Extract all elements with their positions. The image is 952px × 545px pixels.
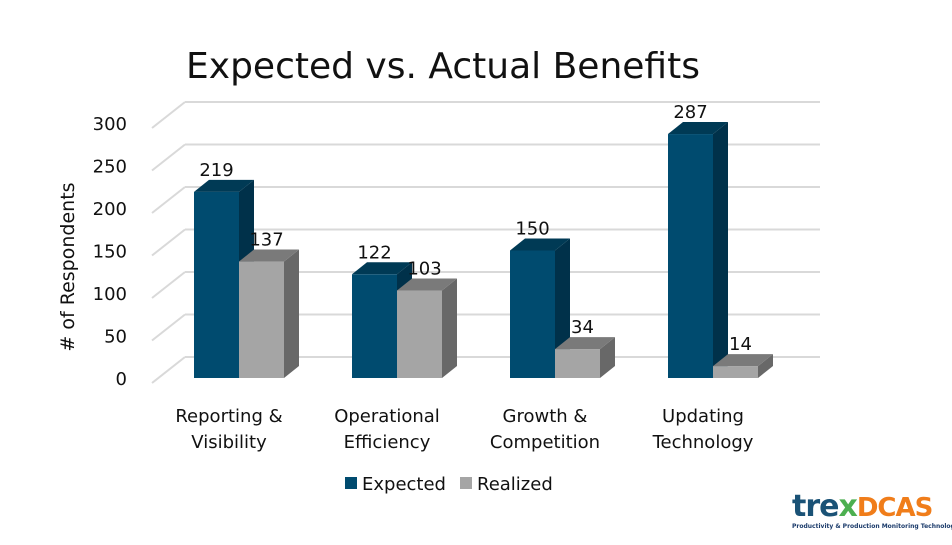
x-tick-label: Reporting & bbox=[175, 406, 282, 427]
x-tick-label: Efficiency bbox=[344, 432, 431, 453]
bar-top bbox=[555, 337, 615, 350]
bar-expected bbox=[510, 250, 555, 378]
x-tick-label: Technology bbox=[652, 432, 754, 453]
legend-label: Realized bbox=[477, 474, 553, 495]
bar-side bbox=[600, 337, 615, 378]
bar-side bbox=[442, 278, 457, 378]
data-label: 287 bbox=[673, 102, 707, 123]
y-tick-label: 300 bbox=[93, 114, 127, 135]
bar-top bbox=[510, 238, 570, 251]
bar-side bbox=[284, 249, 299, 378]
y-tick-label: 250 bbox=[93, 157, 127, 178]
bar-realized bbox=[555, 349, 600, 378]
logo-tagline: Productivity & Production Monitoring Tec… bbox=[792, 523, 952, 530]
x-tick-label: Updating bbox=[662, 406, 744, 427]
bar-top bbox=[352, 262, 412, 275]
data-label: 103 bbox=[407, 258, 441, 279]
y-tick-label: 100 bbox=[93, 284, 127, 305]
y-tick-label: 0 bbox=[116, 369, 127, 390]
legend-swatch bbox=[345, 477, 357, 489]
data-label: 34 bbox=[571, 317, 594, 338]
gridline-side bbox=[151, 228, 186, 257]
bar-top bbox=[397, 278, 457, 291]
y-tick-label: 50 bbox=[104, 327, 127, 348]
bar-side bbox=[758, 354, 773, 378]
logo: trexDCAS Productivity & Production Monit… bbox=[792, 489, 952, 531]
bar-top bbox=[668, 122, 728, 135]
legend-label: Expected bbox=[362, 474, 446, 495]
gridline-side bbox=[151, 356, 186, 384]
x-tick-label: Growth & bbox=[503, 406, 588, 427]
bar-top bbox=[194, 179, 254, 192]
bar-side bbox=[713, 122, 728, 378]
bar-expected bbox=[194, 191, 239, 378]
data-label: 219 bbox=[199, 160, 233, 181]
bar-expected bbox=[352, 274, 397, 378]
gridline-side bbox=[151, 143, 186, 172]
bar-expected bbox=[668, 134, 713, 378]
x-tick-label: Visibility bbox=[191, 432, 267, 453]
bar-realized bbox=[713, 366, 758, 378]
data-label: 150 bbox=[515, 219, 549, 240]
y-tick-label: 200 bbox=[93, 199, 127, 220]
gridline-side bbox=[151, 101, 186, 129]
bar-realized bbox=[239, 261, 284, 378]
y-tick-label: 150 bbox=[93, 242, 127, 263]
data-label: 122 bbox=[357, 242, 391, 263]
chart-title: Expected vs. Actual Benefits bbox=[186, 46, 700, 87]
gridline-side bbox=[151, 186, 186, 214]
legend-swatch bbox=[460, 477, 472, 489]
x-tick-label: Operational bbox=[334, 406, 440, 427]
gridline-side bbox=[151, 313, 186, 342]
bar-top bbox=[713, 354, 773, 367]
bar-realized bbox=[397, 290, 442, 378]
x-tick-label: Competition bbox=[490, 432, 600, 453]
y-axis-label: # of Respondents bbox=[57, 182, 79, 351]
gridline-side bbox=[151, 271, 186, 299]
bar-top bbox=[239, 249, 299, 262]
data-label: 137 bbox=[249, 230, 283, 251]
data-label: 14 bbox=[729, 334, 752, 355]
